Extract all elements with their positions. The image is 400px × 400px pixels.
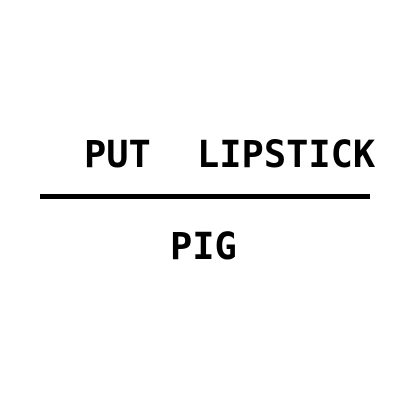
top-word-lipstick: LIPSTICK xyxy=(197,133,376,176)
top-word-put: PUT xyxy=(84,133,151,176)
divider-line xyxy=(40,194,370,199)
bottom-word-pig: PIG xyxy=(170,225,237,268)
